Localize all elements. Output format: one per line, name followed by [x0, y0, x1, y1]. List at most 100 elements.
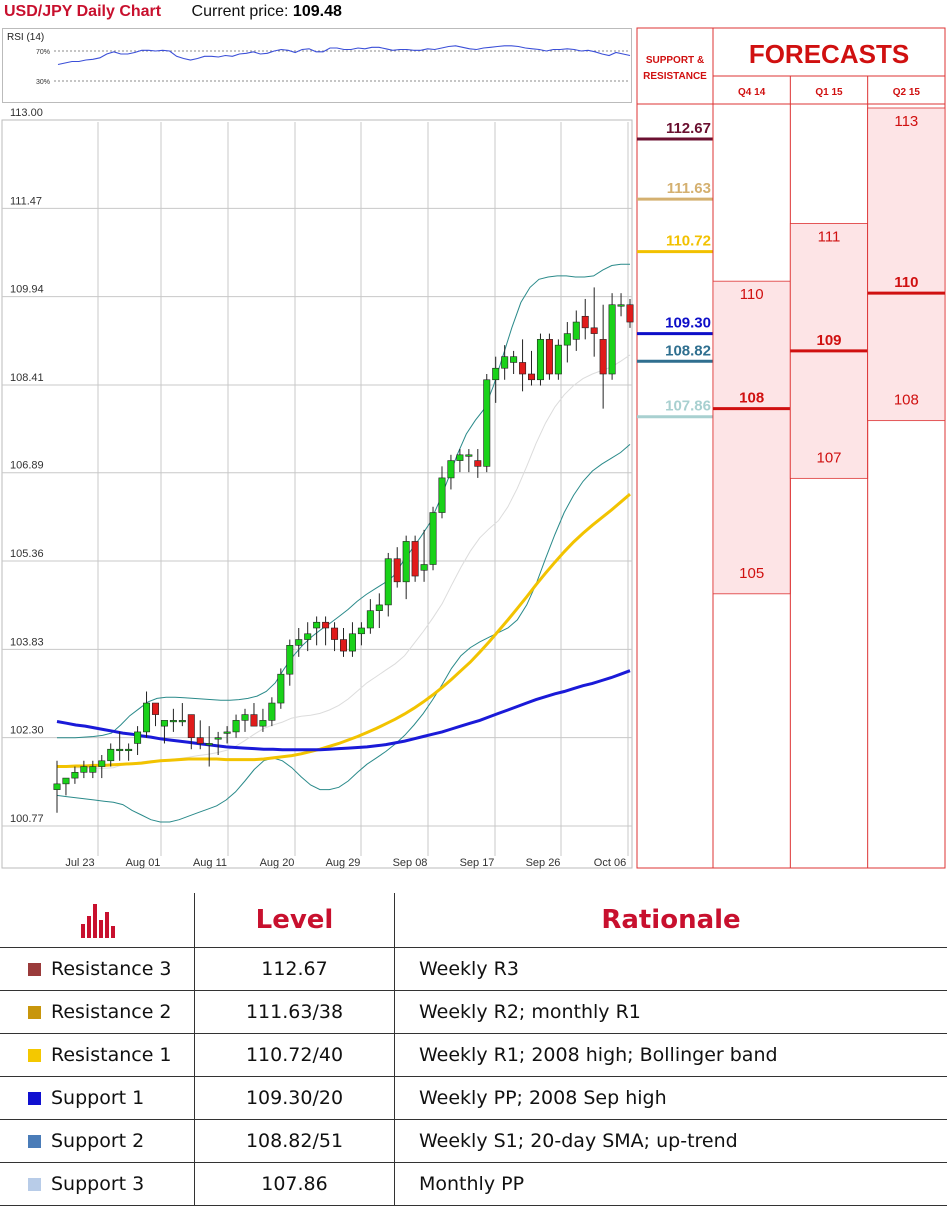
candle-body	[483, 379, 491, 467]
table-icon-cell	[0, 893, 195, 948]
level-name-cell: Resistance 1	[0, 1033, 195, 1077]
candle-body	[116, 748, 124, 752]
candle-body	[393, 558, 401, 583]
candle-body	[196, 737, 204, 744]
level-value: 110.72/40	[194, 1033, 395, 1077]
sr-panel	[636, 27, 714, 869]
table-row: Resistance 3 112.67 Weekly R3	[0, 947, 947, 991]
rsi-70-label: 70%	[36, 49, 50, 56]
y-tick-label: 102.30	[10, 725, 44, 737]
y-tick-label: 106.89	[10, 460, 44, 472]
x-tick-label: Jul 23	[65, 857, 94, 869]
candle-body	[98, 760, 106, 767]
bollinger-upper-line	[57, 263, 630, 739]
color-swatch	[28, 963, 41, 976]
candle-body	[259, 720, 267, 727]
level-name-cell: Resistance 2	[0, 990, 195, 1034]
candle-body	[554, 344, 562, 375]
sr-level-value: 110.72	[666, 233, 711, 250]
level-name-cell: Support 3	[0, 1162, 195, 1206]
level-rationale: Monthly PP	[394, 1162, 947, 1206]
candle-body	[519, 362, 527, 375]
candle-body	[232, 720, 240, 733]
candle-body	[456, 454, 464, 461]
candle-body	[447, 460, 455, 479]
candle-body	[608, 304, 616, 375]
forecasts-title: FORECASTS	[749, 39, 909, 69]
forecast-column-label: Q2 15	[893, 87, 921, 98]
sr-level-value: 111.63	[667, 180, 711, 197]
rsi-line	[57, 45, 631, 66]
level-name-cell: Support 2	[0, 1119, 195, 1163]
y-tick-label: 108.41	[10, 372, 44, 384]
sr-header-line2: RESISTANCE	[643, 71, 707, 82]
table-row: Resistance 2 111.63/38 Weekly R2; monthly …	[0, 990, 947, 1034]
sr-level-value: 112.67	[666, 120, 711, 137]
current-price-value: 109.48	[292, 3, 342, 20]
rsi-label: RSI (14)	[7, 32, 45, 43]
table-row: Support 2 108.82/51 Weekly S1; 20-day SMA;…	[0, 1119, 947, 1163]
candle-body	[402, 541, 410, 583]
candle-body	[89, 766, 97, 773]
candle-body	[331, 627, 339, 640]
candle-body	[590, 327, 598, 334]
current-price-label: Current price:	[191, 3, 289, 20]
forecast-high: 110	[740, 286, 764, 303]
level-name: Support 2	[51, 1130, 145, 1152]
levels-table: Level Rationale Resistance 3 112.67 Weekly…	[0, 893, 947, 1206]
x-tick-label: Aug 20	[260, 857, 295, 869]
y-tick-label: 100.77	[10, 813, 44, 825]
candle-body	[286, 645, 294, 675]
level-value: 109.30/20	[194, 1076, 395, 1120]
y-tick-label: 103.83	[10, 636, 44, 648]
forecast-column-label: Q1 15	[815, 87, 843, 98]
candle-body	[80, 766, 88, 773]
candle-body	[357, 627, 365, 635]
color-swatch	[28, 1006, 41, 1019]
rationale-header: Rationale	[394, 893, 947, 948]
candle-body	[62, 777, 70, 785]
color-swatch	[28, 1092, 41, 1105]
sr-level-value: 109.30	[665, 315, 711, 332]
forecast-mid: 110	[894, 274, 918, 291]
color-swatch	[28, 1049, 41, 1062]
candle-body	[617, 304, 625, 307]
candle-body	[205, 743, 213, 746]
price-plot-frame	[1, 119, 633, 869]
forecast-high: 111	[818, 228, 841, 245]
x-tick-label: Aug 11	[193, 857, 227, 869]
forecast-column-label: Q4 14	[738, 87, 766, 98]
x-tick-label: Oct 06	[594, 857, 626, 869]
x-tick-label: Sep 26	[526, 857, 561, 869]
forecast-range-box	[867, 107, 946, 422]
forecast-high: 113	[894, 113, 918, 130]
color-swatch	[28, 1178, 41, 1191]
sma-100-line	[56, 669, 631, 752]
candle-body	[178, 720, 186, 723]
chart-title: USD/JPY Daily Chart	[4, 3, 162, 20]
candle-body	[438, 477, 446, 513]
color-swatch	[28, 1135, 41, 1148]
candle-body	[143, 702, 151, 733]
level-name: Resistance 3	[51, 958, 172, 980]
level-rationale: Weekly R1; 2008 high; Bollinger band	[394, 1033, 947, 1077]
candle-body	[53, 783, 61, 790]
y-tick-label: 113.00	[10, 107, 43, 119]
candle-body	[348, 633, 356, 652]
candle-body	[384, 558, 392, 606]
chart-header: USD/JPY Daily Chart Current price: 109.4…	[4, 3, 342, 25]
forecast-mid: 109	[816, 332, 841, 349]
candle-body	[125, 748, 133, 752]
level-name: Resistance 1	[51, 1044, 172, 1066]
bar-chart-icon	[81, 904, 115, 938]
forecast-mid: 108	[739, 390, 764, 407]
candle-body	[322, 621, 330, 629]
y-tick-label: 105.36	[10, 548, 44, 560]
candle-body	[366, 610, 374, 629]
candle-body	[492, 367, 500, 381]
candle-body	[572, 321, 580, 340]
sr-header-line1: SUPPORT &	[646, 55, 704, 66]
table-row: Support 3 107.86 Monthly PP	[0, 1162, 947, 1206]
level-name: Support 1	[51, 1087, 145, 1109]
candle-body	[375, 604, 383, 611]
